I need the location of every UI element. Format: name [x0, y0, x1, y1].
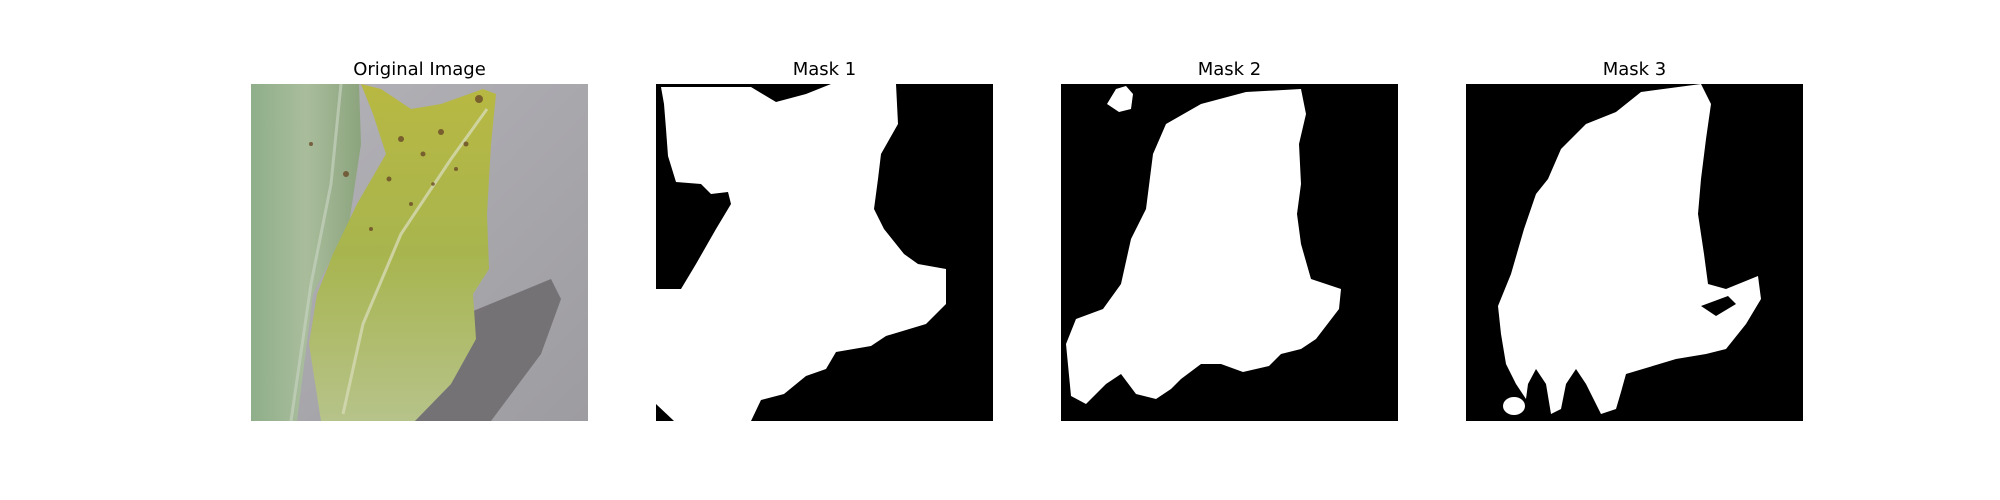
panel-title: Original Image [353, 59, 486, 80]
mask-2-image [1061, 84, 1398, 421]
mask-3-image [1466, 84, 1803, 421]
mask-region [1066, 89, 1341, 404]
panel-original-image: Original Image [251, 0, 588, 500]
yellow-leaf [309, 84, 496, 421]
panel-mask-3: Mask 3 [1466, 0, 1803, 500]
panel-title: Mask 3 [1602, 59, 1667, 80]
panel-title: Mask 2 [1197, 59, 1262, 80]
original-leaf-photo [251, 84, 588, 421]
mask-blob [1107, 86, 1133, 112]
mask-blob [1503, 397, 1525, 415]
mask-region [656, 84, 946, 421]
mask-1-image [656, 84, 993, 421]
panel-mask-1: Mask 1 [656, 0, 993, 500]
leaf-midrib [341, 108, 489, 415]
panel-mask-2: Mask 2 [1061, 0, 1398, 500]
mask-region [1498, 84, 1761, 414]
pale-leaf-vein [289, 84, 343, 421]
leaf-spots [309, 95, 483, 231]
mask-hole [1701, 296, 1736, 316]
panel-title: Mask 1 [792, 59, 857, 80]
